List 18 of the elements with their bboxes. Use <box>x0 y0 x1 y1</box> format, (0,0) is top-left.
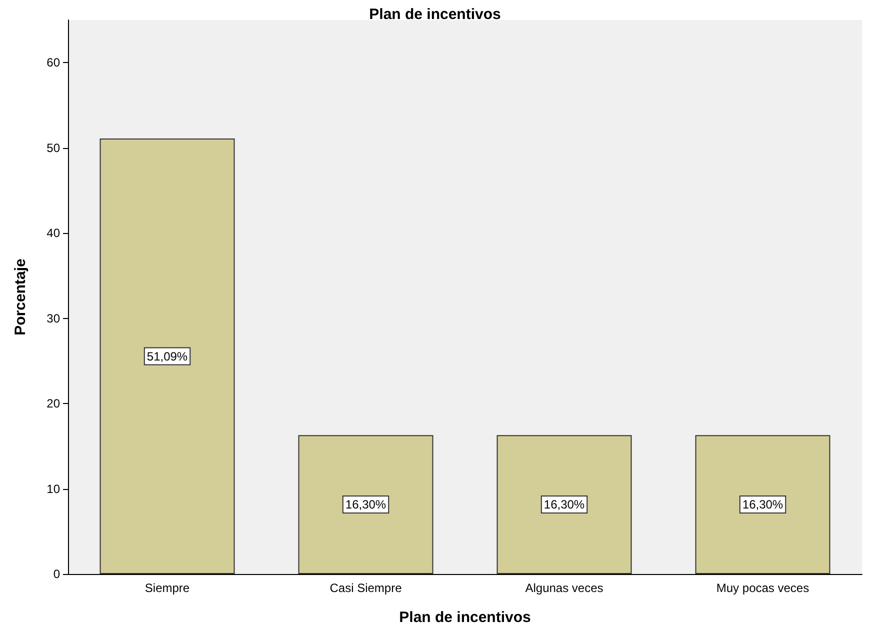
data-label: 16,30% <box>345 498 386 512</box>
y-axis-title: Porcentaje <box>12 258 29 336</box>
y-tick-label: 20 <box>46 396 60 411</box>
y-tick-label: 50 <box>46 140 60 155</box>
x-tick-label: Muy pocas veces <box>716 581 810 595</box>
x-tick-label: Algunas veces <box>525 581 604 595</box>
y-tick-label: 0 <box>53 567 60 581</box>
x-tick-label: Siempre <box>144 581 190 595</box>
x-axis-title: Plan de incentivos <box>399 609 531 626</box>
chart-title: Plan de incentivos <box>369 6 501 23</box>
y-tick-label: 10 <box>46 482 60 496</box>
y-tick-label: 30 <box>46 311 60 326</box>
data-label: 16,30% <box>544 498 585 512</box>
data-label: 51,09% <box>146 349 188 364</box>
y-tick-label: 40 <box>46 226 60 240</box>
data-label: 16,30% <box>742 498 784 512</box>
y-tick-label: 60 <box>46 56 60 70</box>
x-tick-label: Casi Siempre <box>330 581 402 595</box>
